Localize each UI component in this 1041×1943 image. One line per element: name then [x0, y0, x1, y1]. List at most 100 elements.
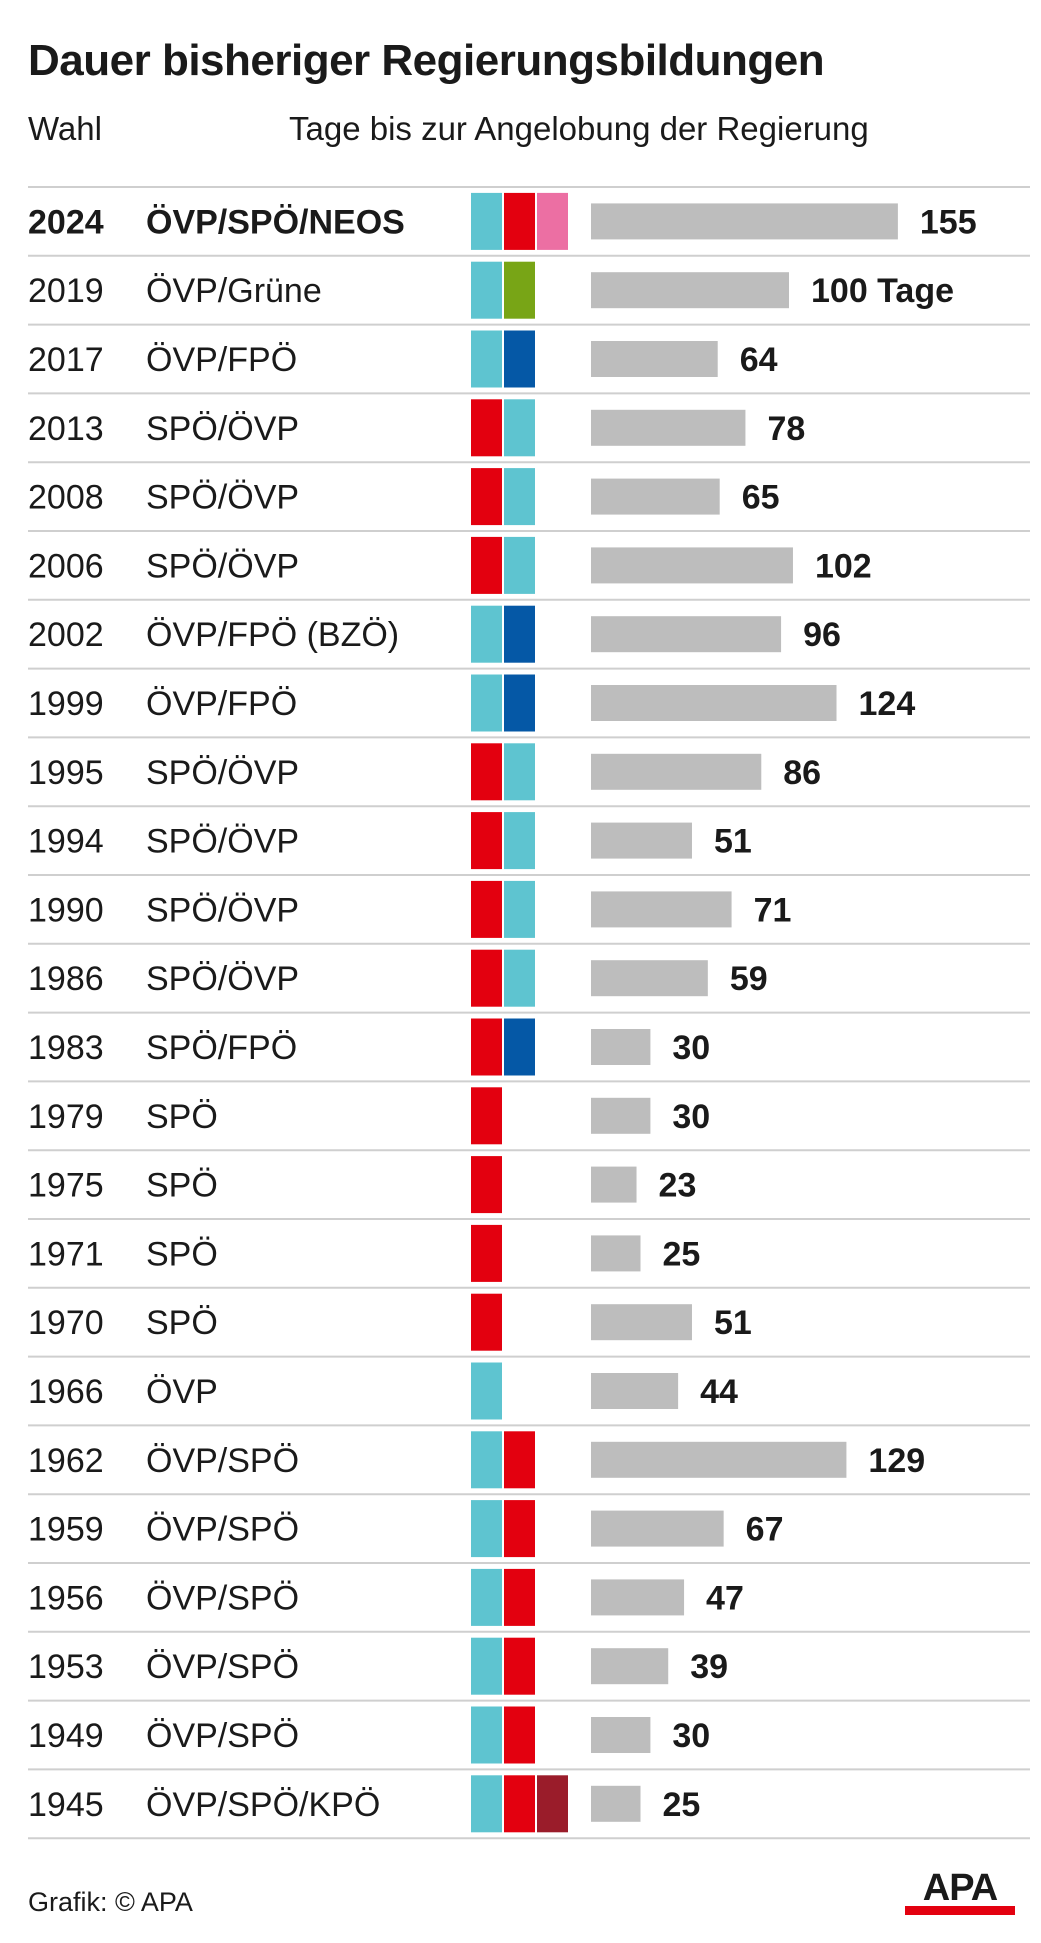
year-label: 2024 — [28, 203, 104, 241]
bar — [591, 685, 837, 721]
chart-title: Dauer bisheriger Regierungsbildungen — [28, 36, 825, 85]
apa-logo-bar — [905, 1906, 1015, 1915]
bar — [591, 478, 720, 515]
value-label: 100 Tage — [811, 272, 954, 310]
value-label: 155 — [920, 203, 977, 241]
value-label: 67 — [746, 1511, 784, 1549]
coalition-label: ÖVP/SPÖ — [146, 1511, 299, 1549]
party-swatch — [504, 949, 535, 1007]
party-swatch — [471, 468, 502, 526]
table-row: 1999 ÖVP/FPÖ 124 — [28, 674, 916, 732]
value-label: 47 — [706, 1579, 744, 1617]
party-swatch — [504, 468, 535, 526]
apa-logo-text: APA — [923, 1868, 998, 1909]
party-swatch — [471, 880, 502, 938]
value-label: 96 — [803, 616, 841, 654]
bar — [591, 1235, 641, 1272]
bar — [591, 341, 718, 377]
party-swatch — [504, 1500, 535, 1558]
party-swatch — [537, 1775, 568, 1833]
year-label: 2002 — [28, 616, 104, 654]
value-label: 30 — [672, 1098, 710, 1136]
table-row: 2024 ÖVP/SPÖ/NEOS 155 — [28, 192, 977, 250]
table-row: 2017 ÖVP/FPÖ 64 — [28, 330, 778, 388]
party-swatch — [504, 674, 535, 732]
value-label: 30 — [672, 1029, 710, 1067]
value-label: 30 — [672, 1717, 710, 1755]
table-row: 1990 SPÖ/ÖVP 71 — [28, 880, 792, 938]
party-swatch — [504, 743, 535, 801]
bar — [591, 1029, 651, 1065]
coalition-label: SPÖ/ÖVP — [146, 547, 299, 585]
party-swatch — [504, 399, 535, 457]
coalition-label: SPÖ/ÖVP — [146, 891, 299, 929]
bar — [591, 1648, 669, 1685]
coalition-label: ÖVP/SPÖ — [146, 1717, 299, 1755]
table-row: 1956 ÖVP/SPÖ 47 — [28, 1568, 744, 1626]
table-row: 1995 SPÖ/ÖVP 86 — [28, 743, 821, 801]
year-label: 2013 — [28, 410, 104, 448]
table-row: 1986 SPÖ/ÖVP 59 — [28, 949, 768, 1007]
table-row: 1970 SPÖ 51 — [28, 1293, 752, 1351]
bar — [591, 409, 746, 446]
party-swatch — [504, 1018, 535, 1076]
year-label: 1962 — [28, 1442, 104, 1480]
party-swatch — [471, 261, 502, 319]
party-swatch — [504, 880, 535, 938]
party-swatch — [471, 1706, 502, 1764]
party-swatch — [504, 1706, 535, 1764]
year-label: 2006 — [28, 547, 104, 585]
year-label: 1975 — [28, 1167, 104, 1205]
year-label: 1995 — [28, 754, 104, 792]
party-swatch — [471, 399, 502, 457]
value-label: 71 — [754, 891, 792, 929]
coalition-label: SPÖ — [146, 1167, 218, 1205]
table-row: 2002 ÖVP/FPÖ (BZÖ) 96 — [28, 605, 841, 663]
party-swatch — [471, 192, 502, 250]
value-label: 64 — [740, 341, 778, 379]
coalition-label: ÖVP/SPÖ — [146, 1579, 299, 1617]
value-label: 129 — [868, 1442, 925, 1480]
table-row: 1953 ÖVP/SPÖ 39 — [28, 1637, 728, 1695]
value-label: 124 — [859, 685, 916, 723]
party-swatch — [504, 330, 535, 388]
bar — [591, 1097, 651, 1134]
party-swatch — [471, 743, 502, 801]
party-swatch — [504, 1431, 535, 1489]
party-swatch — [537, 192, 568, 250]
table-row: 2006 SPÖ/ÖVP 102 — [28, 536, 872, 594]
footer-credit: Grafik: © APA — [28, 1887, 193, 1917]
bar — [591, 1785, 641, 1822]
party-swatch — [471, 1362, 502, 1420]
bar — [591, 203, 898, 240]
party-swatch — [471, 1431, 502, 1489]
year-label: 1953 — [28, 1648, 104, 1686]
year-label: 2017 — [28, 341, 104, 379]
coalition-label: SPÖ/ÖVP — [146, 960, 299, 998]
bar — [591, 822, 692, 859]
bar — [591, 1441, 847, 1478]
coalition-label: ÖVP/SPÖ/NEOS — [146, 203, 405, 241]
year-label: 1966 — [28, 1373, 104, 1411]
party-swatch — [471, 605, 502, 663]
value-label: 65 — [742, 479, 780, 517]
party-swatch — [504, 192, 535, 250]
value-label: 25 — [663, 1786, 701, 1824]
party-swatch — [471, 674, 502, 732]
year-label: 1949 — [28, 1717, 104, 1755]
coalition-label: ÖVP/SPÖ — [146, 1442, 299, 1480]
party-swatch — [471, 1500, 502, 1558]
table-row: 1971 SPÖ 25 — [28, 1224, 700, 1282]
column-header-wahl: Wahl — [28, 110, 102, 147]
year-label: 1959 — [28, 1511, 104, 1549]
value-label: 39 — [690, 1648, 728, 1686]
year-label: 1999 — [28, 685, 104, 723]
party-swatch — [504, 536, 535, 594]
year-label: 1983 — [28, 1029, 104, 1067]
party-swatch — [471, 536, 502, 594]
bar — [591, 753, 762, 790]
coalition-label: ÖVP/SPÖ/KPÖ — [146, 1786, 380, 1824]
coalition-label: ÖVP/FPÖ (BZÖ) — [146, 616, 399, 654]
party-swatch — [471, 1224, 502, 1282]
bar — [591, 547, 793, 584]
